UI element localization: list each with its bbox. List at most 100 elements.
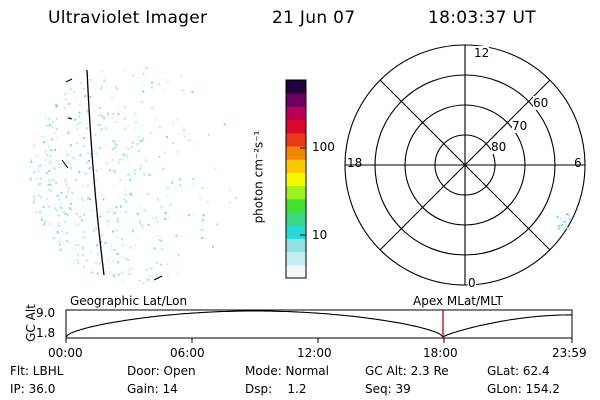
speckle xyxy=(86,107,89,110)
speckle xyxy=(40,177,43,180)
speckle xyxy=(130,193,133,196)
speckle xyxy=(100,241,103,243)
speckle xyxy=(184,135,187,138)
speckle xyxy=(125,154,128,157)
speckle xyxy=(115,87,118,90)
speckle xyxy=(81,205,84,207)
speckle xyxy=(158,239,161,241)
speckle xyxy=(63,107,66,110)
speckle xyxy=(60,191,63,194)
speckle xyxy=(139,205,142,208)
speckle xyxy=(44,164,47,167)
speckle xyxy=(77,223,80,226)
speckle xyxy=(76,124,79,126)
speckle xyxy=(87,184,89,187)
speckle xyxy=(48,235,51,238)
speckle xyxy=(52,237,55,240)
speckle xyxy=(58,240,61,243)
speckle xyxy=(41,216,44,219)
speckle xyxy=(565,216,568,219)
speckle xyxy=(69,116,71,119)
speckle xyxy=(83,245,86,248)
geographic-panel-label: Geographic Lat/Lon xyxy=(70,294,188,308)
speckle xyxy=(56,209,59,212)
speckle xyxy=(166,136,169,139)
speckle xyxy=(67,186,70,189)
speckle xyxy=(138,221,141,224)
speckle xyxy=(110,248,113,251)
speckle xyxy=(108,169,111,172)
colorbar-swatch xyxy=(286,119,306,134)
speckle xyxy=(229,188,232,191)
speckle xyxy=(78,134,81,137)
speckle xyxy=(95,104,98,107)
speckle xyxy=(75,244,78,247)
speckle xyxy=(107,259,110,262)
speckle xyxy=(114,146,117,149)
speckle xyxy=(88,168,91,170)
speckle xyxy=(557,227,560,230)
speckle xyxy=(125,210,128,213)
speckle xyxy=(109,271,112,274)
speckle xyxy=(63,221,66,224)
speckle xyxy=(114,120,117,123)
speckle xyxy=(150,267,153,270)
speckle xyxy=(68,103,71,105)
mlt-label-6: 6 xyxy=(574,156,582,170)
speckle xyxy=(124,189,127,192)
speckle xyxy=(58,221,61,224)
speckle xyxy=(137,150,140,153)
speckle xyxy=(556,216,559,218)
speckle xyxy=(36,155,39,158)
speckle xyxy=(44,150,47,153)
speckle xyxy=(141,226,144,229)
speckle xyxy=(115,236,118,239)
speckle xyxy=(196,142,199,145)
speckle xyxy=(53,167,56,170)
speckle xyxy=(157,235,160,238)
speckle xyxy=(154,216,157,219)
speckle xyxy=(116,253,119,255)
colorbar-swatch xyxy=(286,93,306,107)
speckle xyxy=(39,164,42,167)
speckle xyxy=(69,202,72,205)
speckle xyxy=(102,198,105,201)
speckle xyxy=(567,227,570,229)
speckle xyxy=(100,128,103,131)
speckle xyxy=(556,212,559,215)
speckle xyxy=(65,232,68,235)
speckle xyxy=(57,194,60,197)
status-door: Door: Open xyxy=(127,364,196,378)
speckle xyxy=(100,87,103,90)
speckle xyxy=(193,182,196,185)
speckle xyxy=(53,179,56,182)
speckle xyxy=(161,78,164,81)
speckle xyxy=(163,151,166,154)
terminator-line xyxy=(86,69,105,276)
speckle xyxy=(75,224,78,227)
speckle xyxy=(78,243,81,246)
speckle xyxy=(112,140,115,143)
speckle xyxy=(84,95,87,98)
speckle xyxy=(192,214,195,217)
colorbar-swatch xyxy=(286,198,306,213)
speckle xyxy=(113,169,116,172)
speckle xyxy=(188,139,191,142)
speckle xyxy=(175,118,178,121)
speckle xyxy=(566,213,569,215)
speckle xyxy=(39,211,42,214)
speckle xyxy=(84,235,87,238)
speckle xyxy=(58,243,61,246)
speckle xyxy=(139,219,142,221)
speckle xyxy=(134,172,137,175)
speckle xyxy=(79,122,81,124)
speckle xyxy=(29,177,32,180)
speckle xyxy=(117,113,120,115)
speckle xyxy=(75,212,78,215)
colorbar-swatch xyxy=(286,264,306,279)
speckle xyxy=(50,149,53,152)
speckle xyxy=(69,163,72,166)
speckle xyxy=(136,236,139,239)
status-ip: IP: 36.0 xyxy=(10,382,56,396)
speckle xyxy=(179,178,182,181)
